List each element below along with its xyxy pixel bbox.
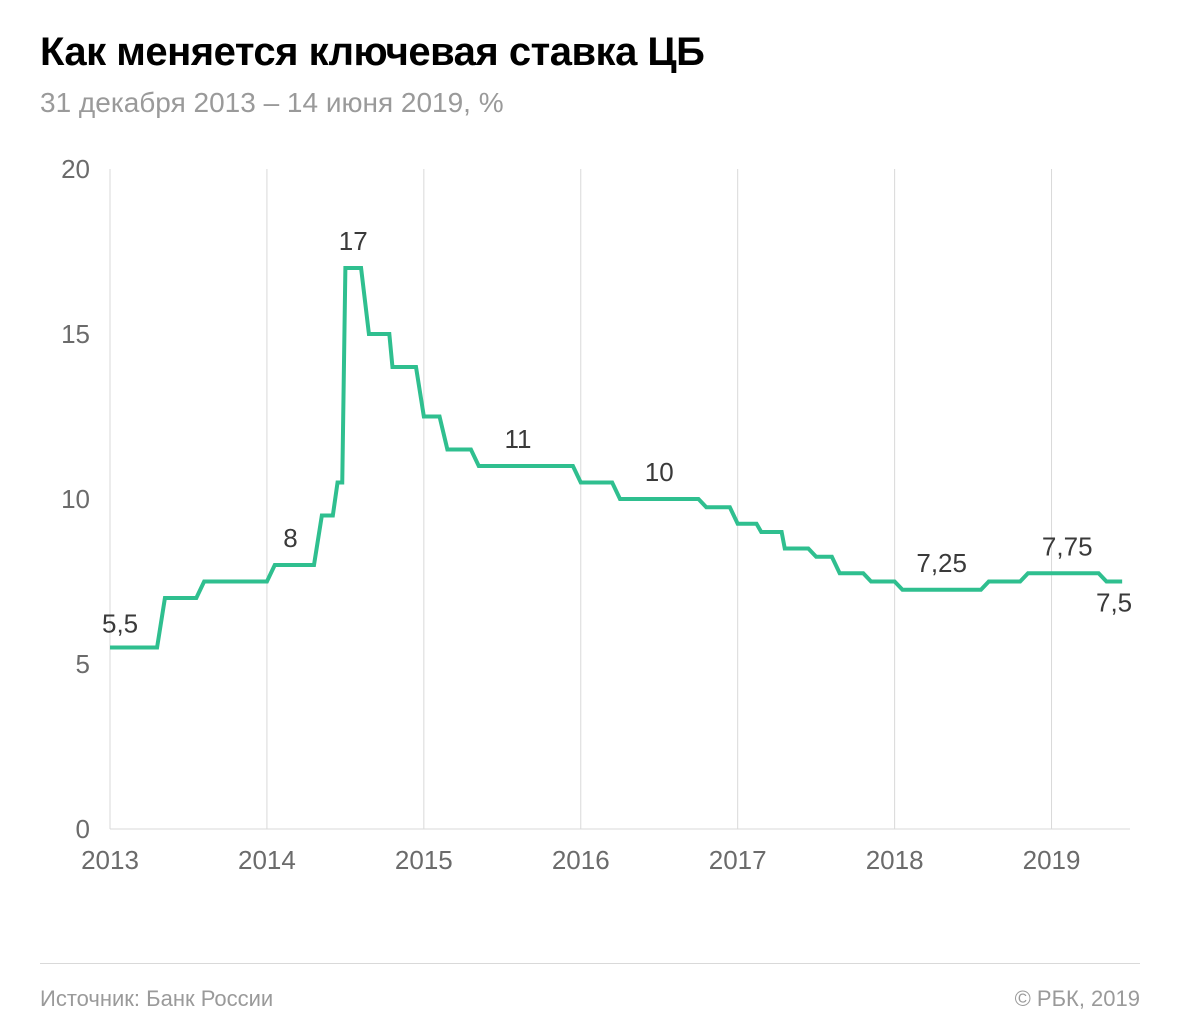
value-label: 5,5	[102, 609, 138, 639]
value-label: 10	[645, 457, 674, 487]
footer-divider	[40, 963, 1140, 964]
x-tick-label: 2018	[866, 845, 924, 875]
value-label: 17	[339, 226, 368, 256]
source-label: Источник: Банк России	[40, 986, 273, 1012]
chart-subtitle: 31 декабря 2013 – 14 июня 2019, %	[40, 87, 1140, 119]
x-tick-label: 2014	[238, 845, 296, 875]
y-tick-label: 10	[61, 484, 90, 514]
x-tick-label: 2013	[81, 845, 139, 875]
y-tick-label: 5	[76, 649, 90, 679]
value-label: 11	[505, 424, 532, 454]
x-tick-label: 2019	[1023, 845, 1081, 875]
x-tick-label: 2017	[709, 845, 767, 875]
value-label: 7,25	[916, 548, 967, 578]
y-tick-label: 15	[61, 319, 90, 349]
chart-area: 2013 2014 2015 2016 2017 2018 2019 0 5 10 15 20 5,5 8…	[40, 149, 1140, 956]
x-tick-label: 2016	[552, 845, 610, 875]
line-chart: 2013 2014 2015 2016 2017 2018 2019 0 5 10 15 20 5,5 8…	[40, 149, 1140, 909]
value-label: 7,5	[1096, 588, 1132, 618]
chart-title: Как меняется ключевая ставка ЦБ	[40, 30, 1140, 75]
value-label: 7,75	[1042, 531, 1093, 561]
rate-line	[110, 268, 1122, 648]
copyright-label: © РБК, 2019	[1015, 986, 1140, 1012]
y-tick-label: 20	[61, 154, 90, 184]
y-tick-label: 0	[76, 814, 90, 844]
value-label: 8	[283, 523, 297, 553]
x-tick-label: 2015	[395, 845, 453, 875]
